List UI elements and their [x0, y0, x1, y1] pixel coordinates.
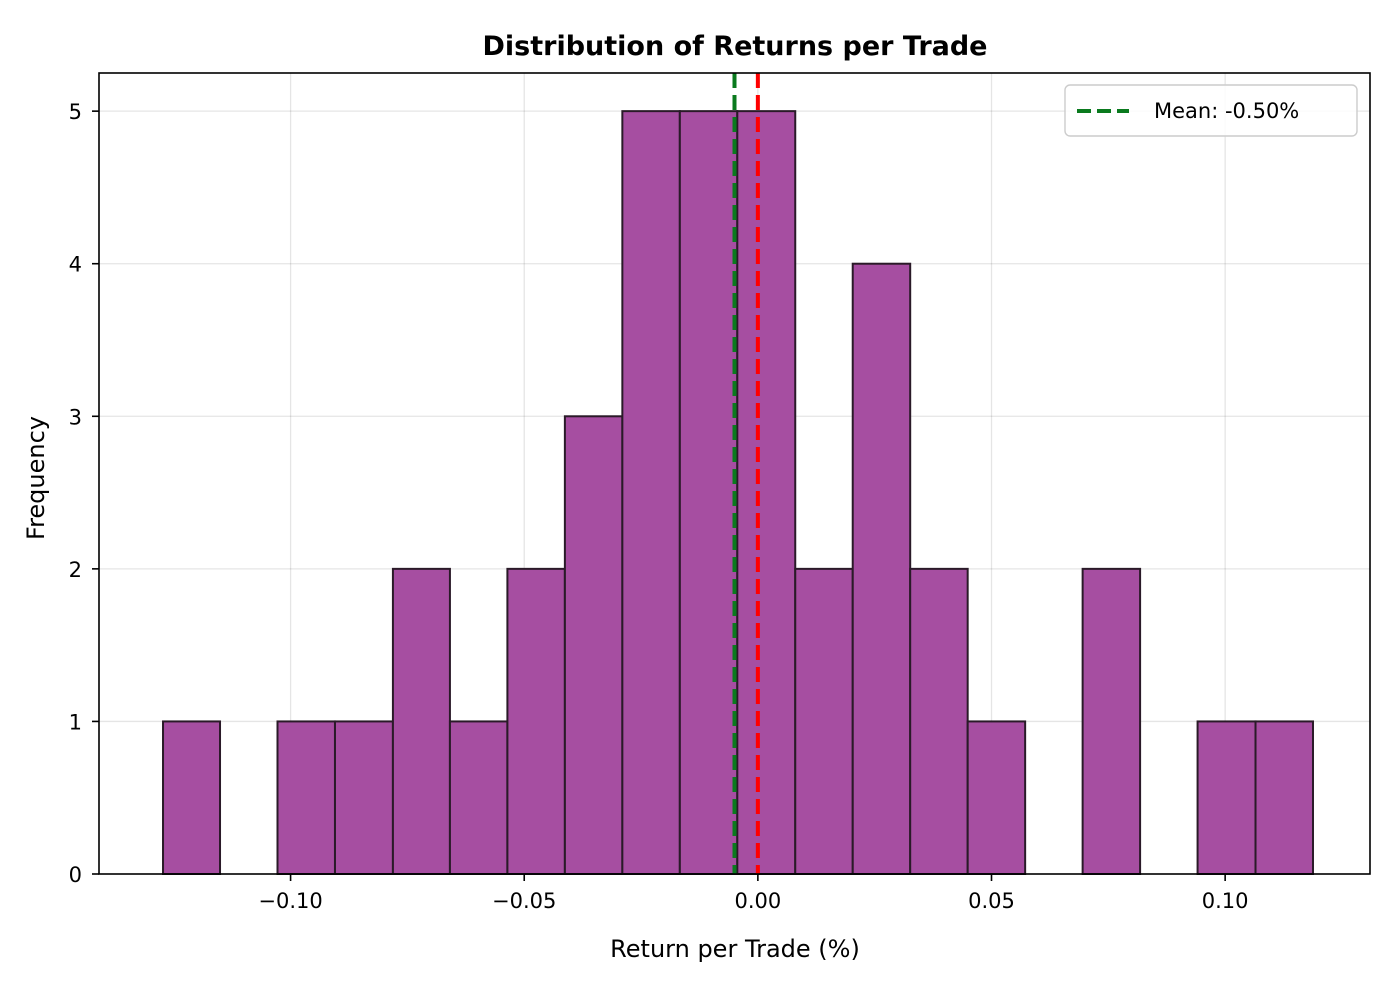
- histogram-bar-2: [276, 720, 336, 876]
- y-tick-label-0: 0: [69, 863, 82, 887]
- histogram-bar-3: [333, 720, 394, 876]
- histogram-bars: [162, 110, 1314, 876]
- histogram-bar-9: [678, 110, 739, 875]
- x-axis-label: Return per Trade (%): [610, 935, 860, 963]
- reference-lines: [732, 73, 760, 874]
- y-tick-label-1: 1: [69, 710, 82, 734]
- x-tick-label-0: −0.10: [258, 889, 322, 913]
- legend-mean-label: Mean: -0.50%: [1154, 99, 1299, 123]
- legend: Mean: -0.50%: [1064, 84, 1358, 137]
- histogram-bar-6: [506, 567, 566, 875]
- x-tick-label-1: −0.05: [492, 889, 556, 913]
- histogram-bar-16: [1081, 567, 1142, 875]
- histogram-bar-18: [1196, 720, 1257, 876]
- histogram-bar-11: [794, 567, 854, 875]
- x-tick-label-3: 0.05: [968, 889, 1015, 913]
- legend-box: [1064, 84, 1358, 137]
- histogram-bar-8: [621, 110, 681, 875]
- histogram-bar-13: [909, 567, 969, 875]
- y-tick-label-3: 3: [69, 405, 82, 429]
- histogram-bar-12: [851, 262, 912, 875]
- histogram-bar-0: [162, 720, 222, 876]
- y-tick-label-4: 4: [69, 253, 82, 277]
- y-tick-label-5: 5: [69, 100, 82, 124]
- y-axis-label: Frequency: [22, 416, 50, 540]
- x-tick-label-2: 0.00: [734, 889, 781, 913]
- x-axis-ticks: −0.10 −0.05 0.00 0.05 0.10: [258, 874, 1249, 913]
- histogram-bar-7: [563, 415, 624, 875]
- plot-frame: [98, 72, 1371, 875]
- histogram-bar-14: [966, 720, 1027, 876]
- histogram-bar-4: [391, 567, 451, 875]
- histogram-bar-5: [448, 720, 509, 876]
- histogram-bar-10: [736, 110, 797, 875]
- x-tick-label-4: 0.10: [1202, 889, 1249, 913]
- chart-title: Distribution of Returns per Trade: [482, 31, 987, 62]
- y-axis-ticks: 0 1 2 3 4 5: [69, 100, 99, 887]
- histogram-bar-19: [1254, 720, 1314, 876]
- y-tick-label-2: 2: [69, 558, 82, 582]
